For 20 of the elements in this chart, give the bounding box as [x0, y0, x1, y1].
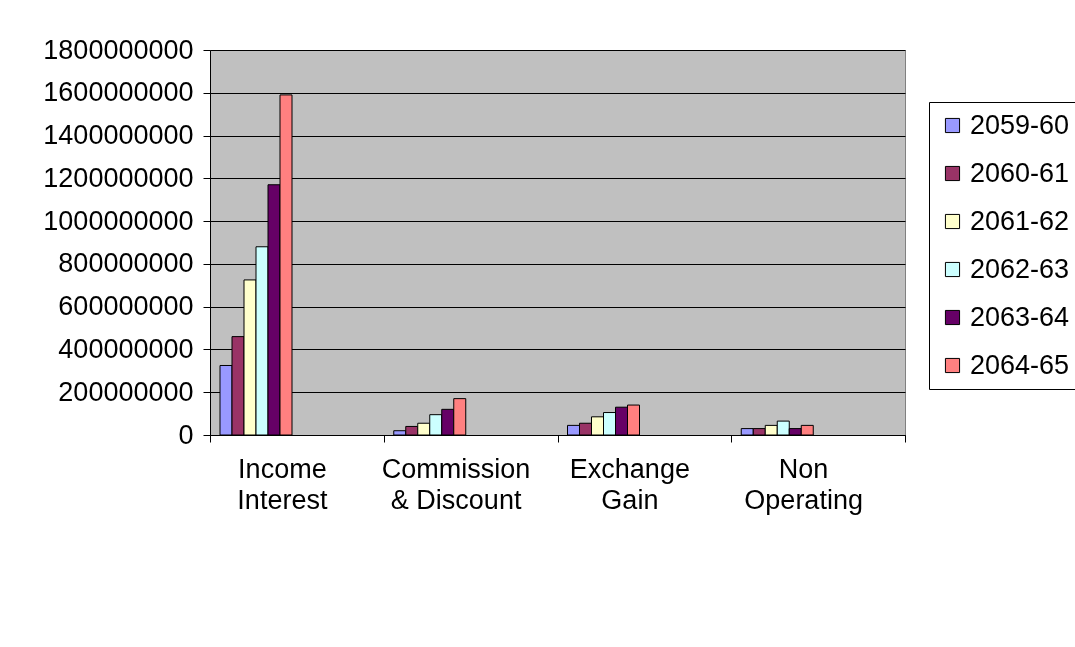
y-tick-label: 800000000	[58, 248, 194, 279]
x-tick-label: Commission & Discount	[381, 453, 531, 515]
y-tick-label: 200000000	[58, 376, 194, 407]
x-tick-label: Exchange Gain	[569, 453, 690, 515]
y-tick-label: 1200000000	[43, 162, 194, 193]
y-tick-label: 400000000	[58, 333, 194, 364]
legend-label: 2061-62	[970, 205, 1070, 236]
legend-label: 2060-61	[970, 157, 1070, 188]
legend-label: 2062-63	[970, 253, 1070, 284]
legend-label: 2063-64	[970, 301, 1070, 332]
x-tick-label: Non Operating	[744, 453, 863, 515]
y-tick-label: 1400000000	[43, 120, 194, 151]
legend-label: 2064-65	[970, 349, 1070, 380]
legend-label: 2059-60	[970, 109, 1070, 140]
y-tick-label: 1800000000	[43, 34, 194, 65]
x-tick-label: Income Interest	[237, 453, 328, 515]
y-tick-label: 1600000000	[43, 77, 194, 108]
y-tick-label: 600000000	[58, 291, 194, 322]
y-tick-label: 0	[178, 419, 194, 450]
y-tick-label: 1000000000	[43, 205, 194, 236]
